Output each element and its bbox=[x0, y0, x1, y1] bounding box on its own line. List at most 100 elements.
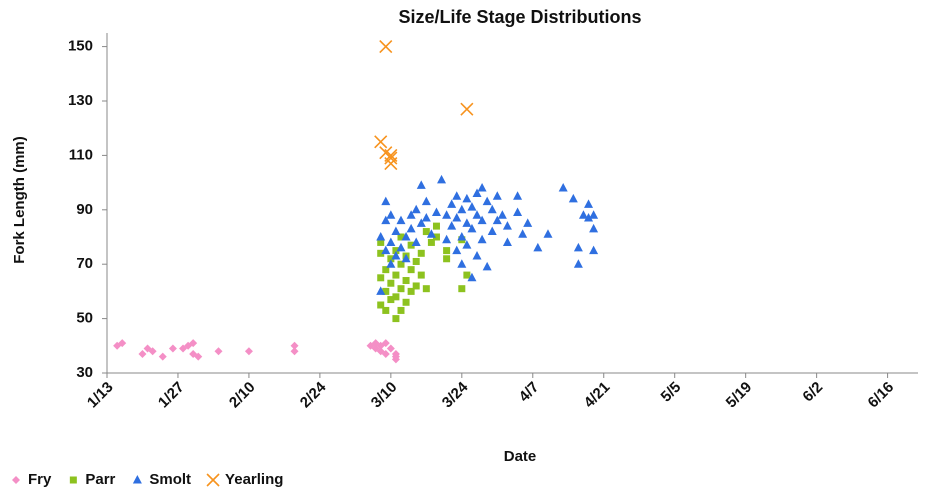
point bbox=[416, 218, 426, 227]
point bbox=[447, 221, 457, 230]
point bbox=[397, 285, 405, 293]
point bbox=[194, 352, 203, 361]
point bbox=[214, 347, 223, 356]
point bbox=[462, 240, 472, 249]
point bbox=[432, 222, 440, 230]
point bbox=[391, 352, 400, 361]
legend-marker bbox=[12, 476, 20, 484]
point bbox=[487, 204, 497, 214]
point bbox=[381, 349, 390, 358]
point bbox=[401, 253, 411, 263]
point bbox=[158, 352, 167, 361]
point bbox=[518, 229, 528, 238]
y-tick-label: 90 bbox=[76, 201, 93, 218]
legend-label: Smolt bbox=[149, 471, 191, 488]
point bbox=[482, 261, 492, 271]
point bbox=[477, 215, 487, 225]
point bbox=[381, 339, 390, 348]
point bbox=[431, 207, 441, 217]
point bbox=[386, 259, 396, 268]
point bbox=[411, 237, 421, 246]
point bbox=[432, 233, 440, 241]
x-tick-label: 3/24 bbox=[439, 378, 472, 411]
point bbox=[406, 210, 416, 219]
x-tick-label: 5/5 bbox=[658, 379, 685, 406]
point bbox=[384, 156, 398, 171]
point bbox=[472, 210, 482, 219]
point bbox=[377, 301, 385, 309]
point bbox=[513, 191, 523, 200]
point bbox=[472, 188, 482, 197]
point bbox=[443, 247, 451, 255]
point bbox=[377, 274, 385, 282]
x-tick-label: 5/19 bbox=[723, 379, 756, 412]
point bbox=[402, 298, 410, 306]
point bbox=[558, 183, 568, 192]
point bbox=[513, 207, 523, 217]
point bbox=[412, 257, 420, 265]
point bbox=[589, 210, 599, 219]
point bbox=[482, 196, 492, 206]
point bbox=[462, 218, 472, 227]
point bbox=[376, 232, 386, 241]
point bbox=[382, 266, 390, 274]
point bbox=[387, 255, 395, 263]
point bbox=[168, 344, 177, 353]
point bbox=[381, 245, 391, 255]
point bbox=[543, 229, 553, 238]
legend-label: Fry bbox=[28, 471, 52, 488]
point bbox=[417, 271, 425, 279]
point bbox=[381, 196, 391, 206]
legend-marker bbox=[132, 475, 142, 484]
legend-label: Yearling bbox=[225, 471, 283, 488]
point bbox=[422, 285, 430, 293]
point bbox=[497, 210, 507, 219]
point bbox=[384, 151, 398, 165]
point bbox=[463, 271, 471, 279]
point bbox=[427, 238, 435, 246]
point bbox=[244, 347, 253, 356]
point bbox=[487, 226, 497, 236]
point bbox=[457, 259, 467, 268]
x-tick-label: 1/27 bbox=[155, 379, 188, 412]
point bbox=[397, 306, 405, 314]
point bbox=[458, 285, 466, 293]
point bbox=[407, 287, 415, 295]
point bbox=[401, 232, 411, 241]
point bbox=[377, 238, 385, 246]
legend-marker bbox=[206, 473, 220, 487]
point bbox=[386, 344, 395, 353]
point bbox=[568, 193, 578, 203]
point bbox=[584, 212, 594, 222]
point bbox=[533, 242, 543, 252]
y-tick-label: 150 bbox=[68, 38, 93, 55]
point bbox=[392, 293, 400, 301]
x-tick-label: 4/21 bbox=[581, 379, 614, 412]
point bbox=[290, 347, 299, 356]
point bbox=[447, 199, 457, 208]
point bbox=[148, 347, 157, 356]
point bbox=[118, 339, 127, 348]
point bbox=[492, 215, 502, 225]
point bbox=[422, 228, 430, 236]
point bbox=[386, 210, 396, 219]
point bbox=[396, 215, 406, 225]
y-tick-label: 70 bbox=[76, 255, 93, 272]
point bbox=[396, 242, 406, 252]
x-axis-label: Date bbox=[504, 448, 537, 465]
y-tick-label: 130 bbox=[68, 92, 93, 109]
point bbox=[189, 339, 198, 348]
x-tick-label: 3/10 bbox=[368, 379, 401, 412]
point bbox=[412, 282, 420, 290]
point bbox=[290, 341, 299, 350]
point bbox=[467, 272, 477, 282]
point bbox=[442, 234, 452, 244]
point bbox=[437, 174, 447, 184]
point bbox=[377, 249, 385, 257]
point bbox=[392, 271, 400, 279]
point bbox=[421, 196, 431, 206]
legend-marker bbox=[69, 476, 77, 484]
point bbox=[406, 223, 416, 233]
point bbox=[457, 232, 467, 241]
point bbox=[457, 204, 467, 214]
